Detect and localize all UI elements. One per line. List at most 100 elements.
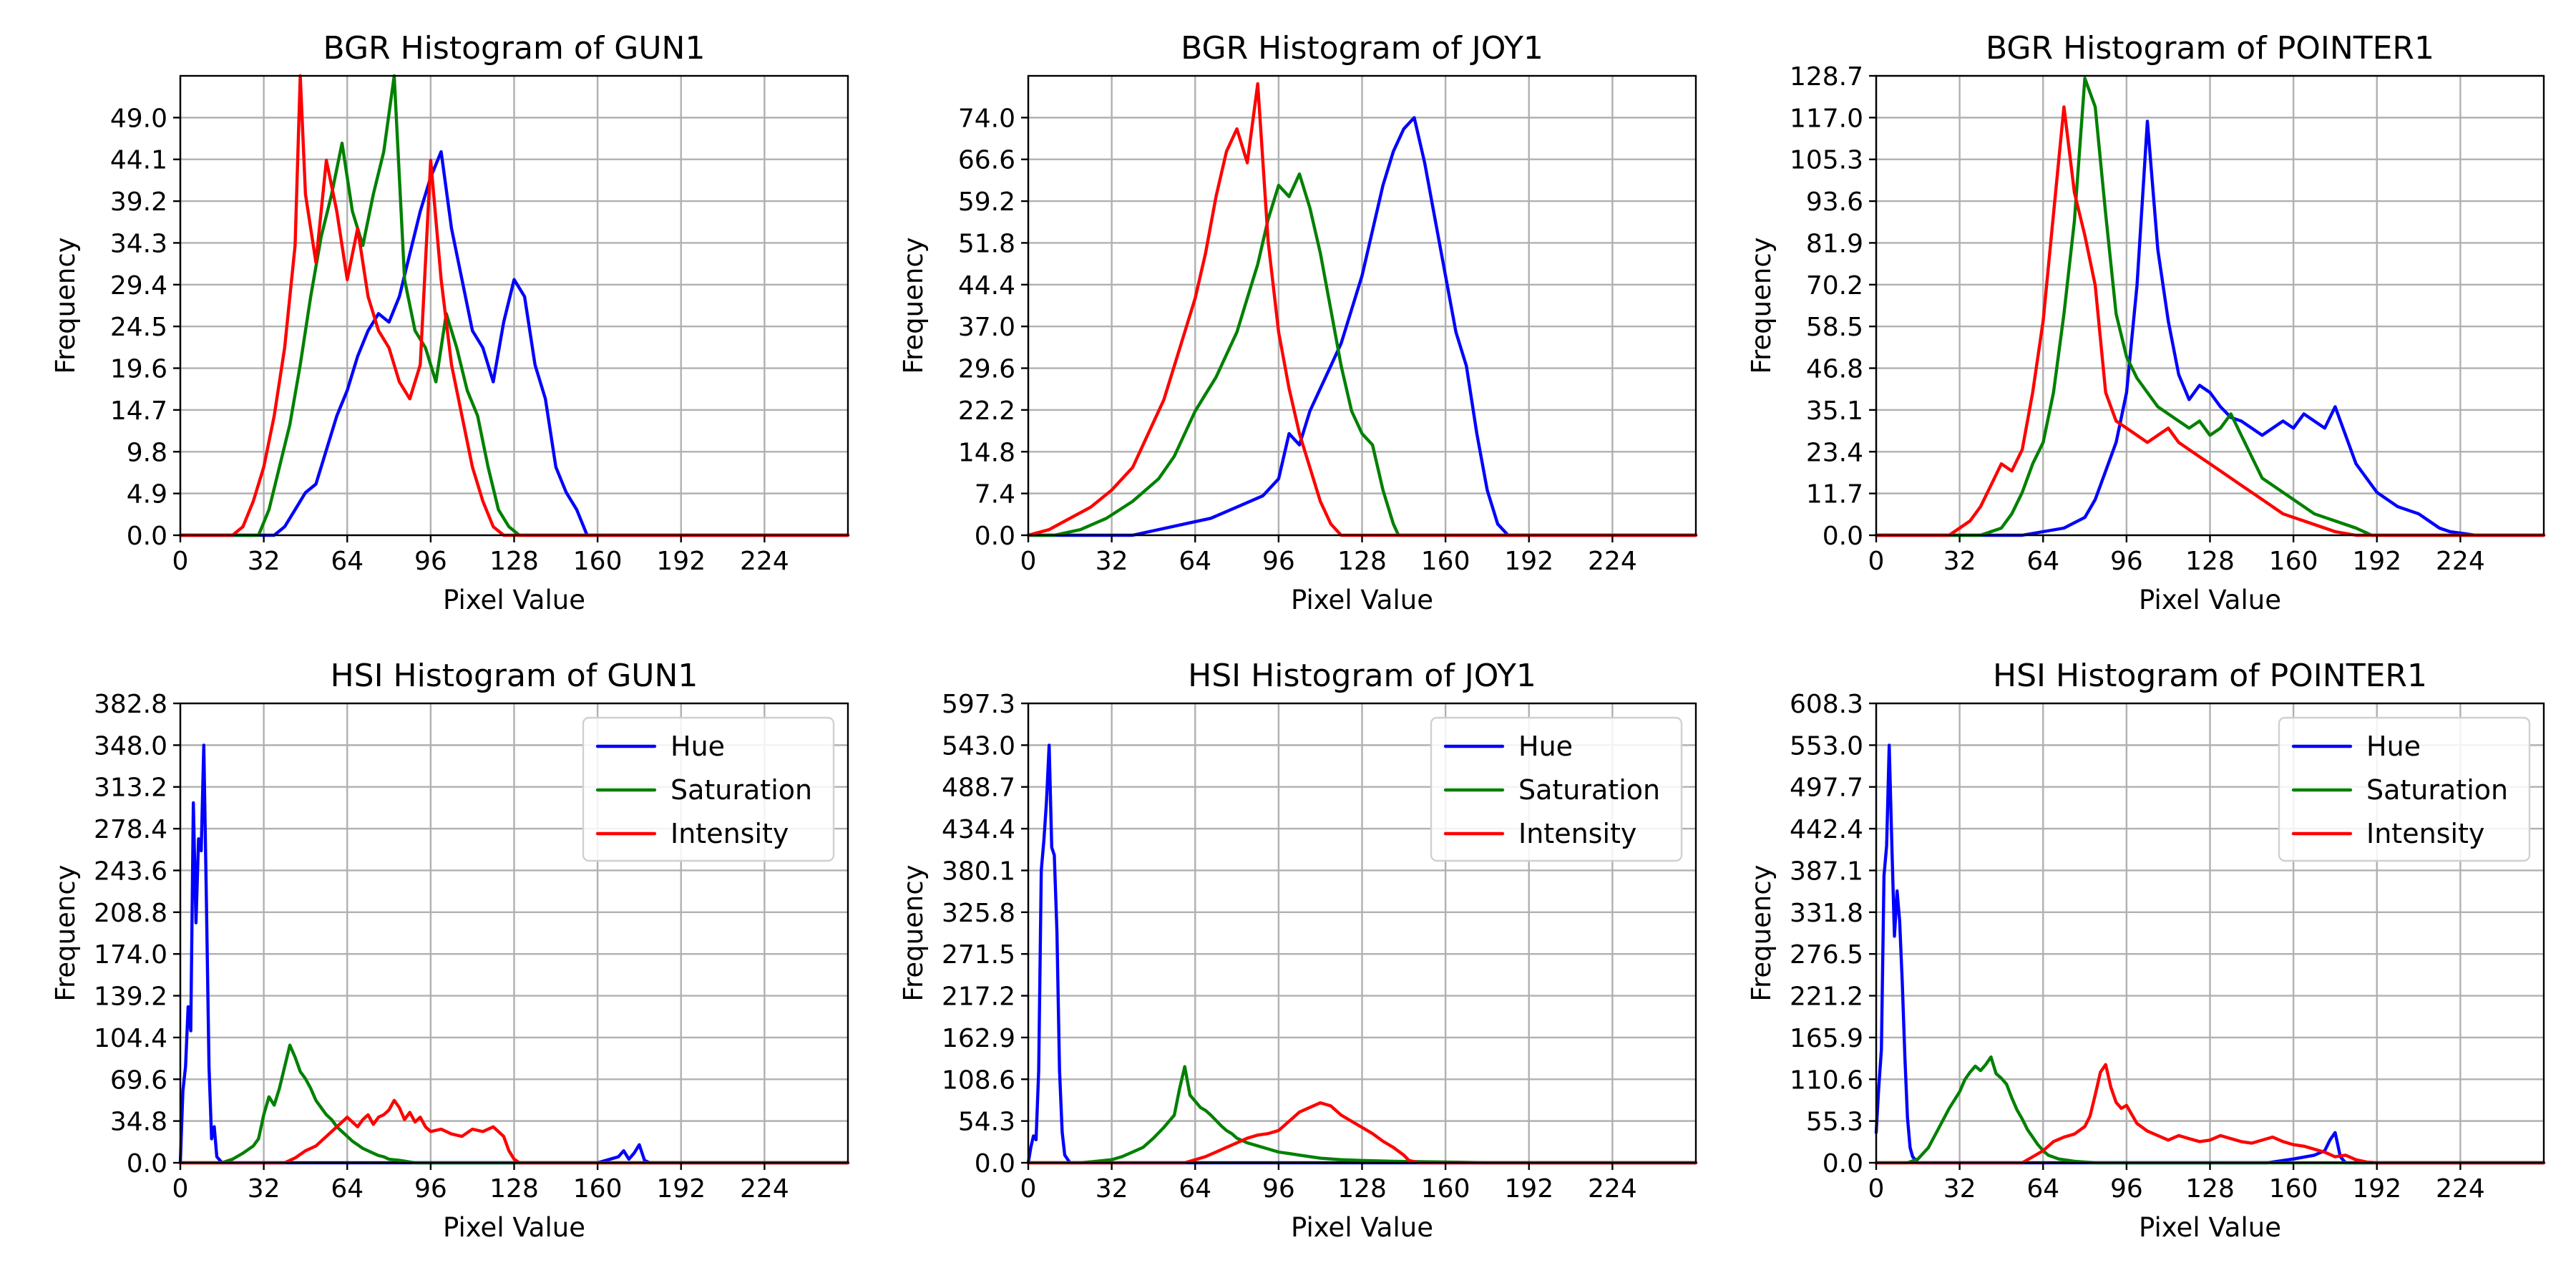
y-tick-label: 4.9 bbox=[127, 480, 167, 509]
y-tick-label: 34.3 bbox=[110, 229, 167, 258]
series-line-red bbox=[1026, 82, 1698, 537]
chart-panel-0: 0 32 64 96 128 160 192 224 0.0 4.9 9.8 14.7 19.6 24.5… bbox=[50, 30, 850, 615]
x-tick-label: 160 bbox=[573, 1174, 623, 1204]
chart-panel-5: 0 32 64 96 128 160 192 224 0.0 55.3 110.6 165.9 221.… bbox=[1746, 658, 2546, 1243]
series-line-hue bbox=[1026, 743, 1698, 1165]
x-axis-label: Pixel Value bbox=[1291, 585, 1433, 615]
y-tick-label: 69.6 bbox=[110, 1065, 167, 1095]
chart-title: BGR Histogram of POINTER1 bbox=[1986, 30, 2434, 67]
chart-panel-1: 0 32 64 96 128 160 192 224 0.0 7.4 14.8 22.2 29.6 37.… bbox=[898, 30, 1698, 615]
y-tick-label: 81.9 bbox=[1806, 229, 1863, 258]
series-line-blue bbox=[1026, 116, 1698, 537]
chart-title: HSI Histogram of GUN1 bbox=[331, 658, 698, 694]
y-axis-label: Frequency bbox=[50, 864, 81, 1001]
x-tick-label: 0 bbox=[172, 547, 189, 576]
y-tick-label: 35.1 bbox=[1806, 396, 1863, 426]
x-tick-label: 128 bbox=[2185, 547, 2235, 576]
x-tick-label: 32 bbox=[1943, 1174, 1976, 1204]
legend-label: Hue bbox=[670, 731, 725, 762]
y-tick-label: 14.8 bbox=[958, 438, 1015, 467]
x-tick-label: 160 bbox=[1421, 1174, 1470, 1204]
x-tick-label: 64 bbox=[2026, 1174, 2059, 1204]
x-tick-label: 128 bbox=[489, 547, 539, 576]
legend: Hue Saturation Intensity bbox=[2278, 716, 2531, 862]
y-tick-label: 11.7 bbox=[1806, 480, 1863, 509]
x-tick-label: 32 bbox=[1943, 547, 1976, 576]
chart-title: HSI Histogram of POINTER1 bbox=[1993, 658, 2427, 694]
y-tick-label: 110.6 bbox=[1790, 1065, 1863, 1095]
chart-panel-4: 0 32 64 96 128 160 192 224 0.0 54.3 108.6 162.9 217.… bbox=[898, 658, 1698, 1243]
x-tick-label: 224 bbox=[740, 1174, 789, 1204]
y-tick-label: 165.9 bbox=[1790, 1024, 1863, 1053]
y-tick-label: 543.0 bbox=[942, 731, 1015, 761]
legend-box bbox=[1430, 716, 1683, 862]
x-tick-label: 96 bbox=[1262, 547, 1295, 576]
x-tick-label: 192 bbox=[656, 1174, 706, 1204]
series-line-intensity bbox=[178, 1098, 850, 1165]
legend-label: Saturation bbox=[2366, 774, 2508, 806]
x-tick-label: 96 bbox=[2110, 547, 2143, 576]
y-tick-label: 208.8 bbox=[94, 899, 167, 928]
x-tick-label: 0 bbox=[1020, 547, 1037, 576]
x-tick-label: 192 bbox=[1504, 547, 1553, 576]
y-tick-label: 387.1 bbox=[1790, 857, 1863, 886]
x-tick-label: 32 bbox=[1096, 1174, 1128, 1204]
y-tick-label: 55.3 bbox=[1806, 1108, 1863, 1137]
y-tick-label: 0.0 bbox=[975, 522, 1015, 551]
y-tick-label: 46.8 bbox=[1806, 355, 1863, 384]
series-line-green bbox=[1874, 77, 2546, 537]
x-tick-label: 64 bbox=[1179, 547, 1211, 576]
y-tick-label: 37.0 bbox=[958, 313, 1015, 342]
x-tick-label: 64 bbox=[1179, 1174, 1211, 1204]
x-axis-label: Pixel Value bbox=[443, 1212, 585, 1243]
y-axis-label: Frequency bbox=[1746, 864, 1777, 1001]
y-tick-label: 23.4 bbox=[1806, 438, 1863, 467]
y-tick-label: 29.4 bbox=[110, 271, 167, 301]
x-axis-label: Pixel Value bbox=[443, 585, 585, 615]
x-tick-label: 192 bbox=[1504, 1174, 1553, 1204]
series-line-saturation bbox=[178, 1043, 850, 1165]
x-tick-label: 0 bbox=[1868, 547, 1885, 576]
y-tick-label: 0.0 bbox=[127, 1149, 167, 1179]
y-axis-label: Frequency bbox=[50, 237, 81, 374]
y-tick-label: 382.8 bbox=[94, 690, 167, 719]
y-tick-label: 139.2 bbox=[94, 982, 167, 1012]
y-tick-label: 105.3 bbox=[1790, 146, 1863, 175]
series-line-green bbox=[178, 74, 850, 537]
y-tick-label: 24.5 bbox=[110, 313, 167, 342]
y-tick-label: 325.8 bbox=[942, 899, 1015, 928]
series-line-hue bbox=[178, 743, 850, 1165]
y-tick-label: 276.5 bbox=[1790, 940, 1863, 970]
y-tick-label: 34.8 bbox=[110, 1108, 167, 1137]
y-tick-label: 217.2 bbox=[942, 982, 1015, 1012]
y-tick-label: 0.0 bbox=[1823, 522, 1863, 551]
x-tick-label: 64 bbox=[2026, 547, 2059, 576]
y-tick-label: 74.0 bbox=[958, 104, 1015, 133]
x-tick-label: 224 bbox=[1588, 1174, 1637, 1204]
x-tick-label: 128 bbox=[2185, 1174, 2235, 1204]
series-line-green bbox=[1026, 172, 1698, 537]
x-tick-label: 32 bbox=[1096, 547, 1128, 576]
legend-label: Saturation bbox=[1518, 774, 1660, 806]
y-tick-label: 597.3 bbox=[942, 690, 1015, 719]
y-tick-label: 39.2 bbox=[110, 187, 167, 217]
x-tick-label: 0 bbox=[1868, 1174, 1885, 1204]
y-tick-label: 49.0 bbox=[110, 104, 167, 133]
x-tick-label: 160 bbox=[2269, 547, 2318, 576]
x-tick-label: 192 bbox=[2352, 1174, 2401, 1204]
y-tick-label: 221.2 bbox=[1790, 982, 1863, 1012]
y-tick-label: 348.0 bbox=[94, 731, 167, 761]
y-tick-label: 331.8 bbox=[1790, 899, 1863, 928]
legend-label: Saturation bbox=[670, 774, 812, 806]
x-tick-label: 0 bbox=[1020, 1174, 1037, 1204]
x-tick-label: 160 bbox=[573, 547, 623, 576]
legend-label: Intensity bbox=[1518, 818, 1636, 849]
x-axis-label: Pixel Value bbox=[1291, 1212, 1433, 1243]
x-tick-label: 192 bbox=[656, 547, 706, 576]
y-tick-label: 497.7 bbox=[1790, 774, 1863, 803]
x-tick-label: 160 bbox=[2269, 1174, 2318, 1204]
y-tick-label: 442.4 bbox=[1790, 815, 1863, 844]
x-tick-label: 96 bbox=[2110, 1174, 2143, 1204]
y-tick-label: 553.0 bbox=[1790, 731, 1863, 761]
x-axis-label: Pixel Value bbox=[2139, 1212, 2281, 1243]
